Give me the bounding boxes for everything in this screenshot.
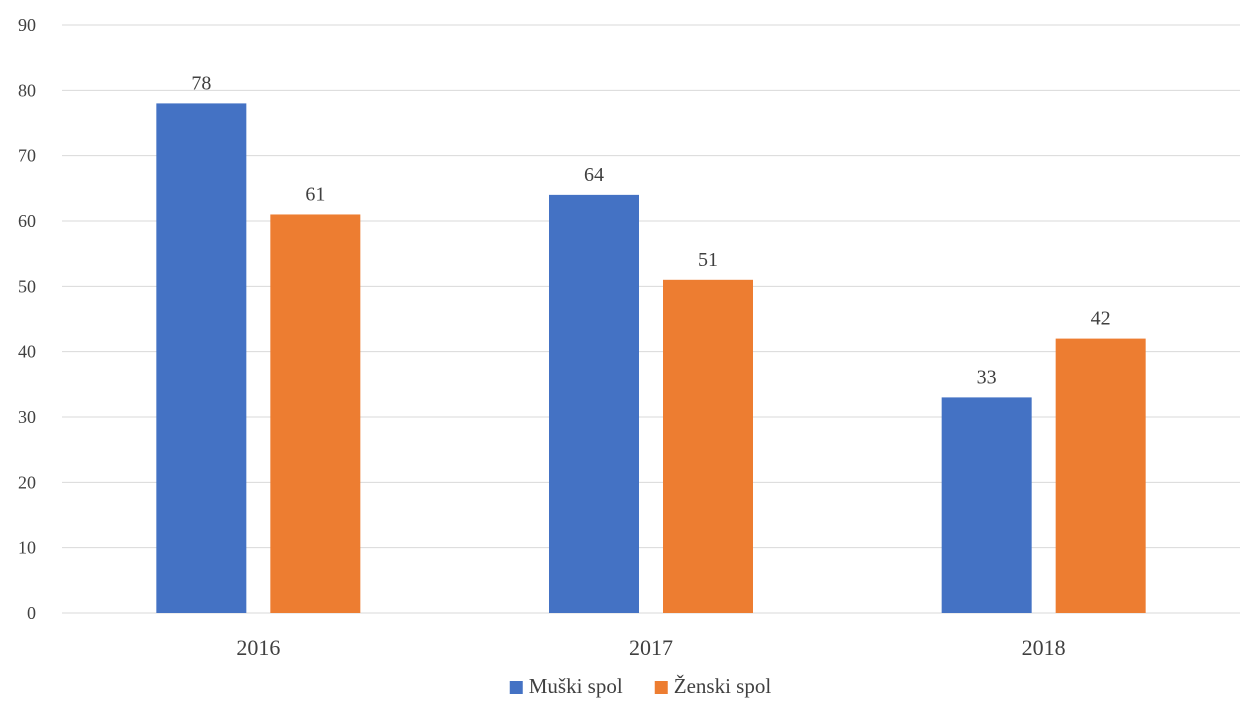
data-label: 42 xyxy=(1091,308,1111,330)
gridlines xyxy=(62,24,1240,614)
x-category-label: 2016 xyxy=(236,635,280,660)
legend-label: Ženski spol xyxy=(674,674,772,698)
bar-2017-series1 xyxy=(549,194,639,613)
y-tick-label: 50 xyxy=(18,276,36,296)
y-tick-label: 20 xyxy=(18,472,36,492)
legend-label: Muški spol xyxy=(529,674,623,698)
bar-2016-series2 xyxy=(270,214,361,613)
data-label: 64 xyxy=(584,164,604,186)
data-label: 51 xyxy=(698,249,718,271)
y-tick-label: 40 xyxy=(18,342,36,362)
y-tick-label: 0 xyxy=(27,603,36,623)
data-label: 78 xyxy=(191,72,211,94)
y-tick-label: 60 xyxy=(18,211,36,231)
legend-swatch xyxy=(509,681,523,694)
legend: Muški spol Ženski spol xyxy=(509,674,772,698)
x-category-label: 2018 xyxy=(1022,635,1066,660)
x-category-label: 2017 xyxy=(629,635,673,660)
y-tick-label: 10 xyxy=(18,538,36,558)
bar-2018-series2 xyxy=(1055,338,1146,613)
x-axis-categories: 2016 2017 2018 xyxy=(236,635,1065,660)
y-tick-label: 90 xyxy=(18,15,36,35)
data-label: 61 xyxy=(305,183,325,205)
data-labels: 78 61 64 51 33 42 xyxy=(191,72,1110,388)
y-tick-label: 30 xyxy=(18,407,36,427)
bar-2018-series1 xyxy=(941,397,1032,613)
bar-2016-series1 xyxy=(156,103,247,614)
data-label: 33 xyxy=(977,366,997,388)
y-axis-ticks: 0 10 20 30 40 50 60 70 80 90 xyxy=(18,15,36,623)
legend-swatch xyxy=(654,681,668,694)
bars xyxy=(156,103,1146,614)
bar-2017-series2 xyxy=(663,279,753,613)
y-tick-label: 70 xyxy=(18,146,36,166)
y-tick-label: 80 xyxy=(18,80,36,100)
